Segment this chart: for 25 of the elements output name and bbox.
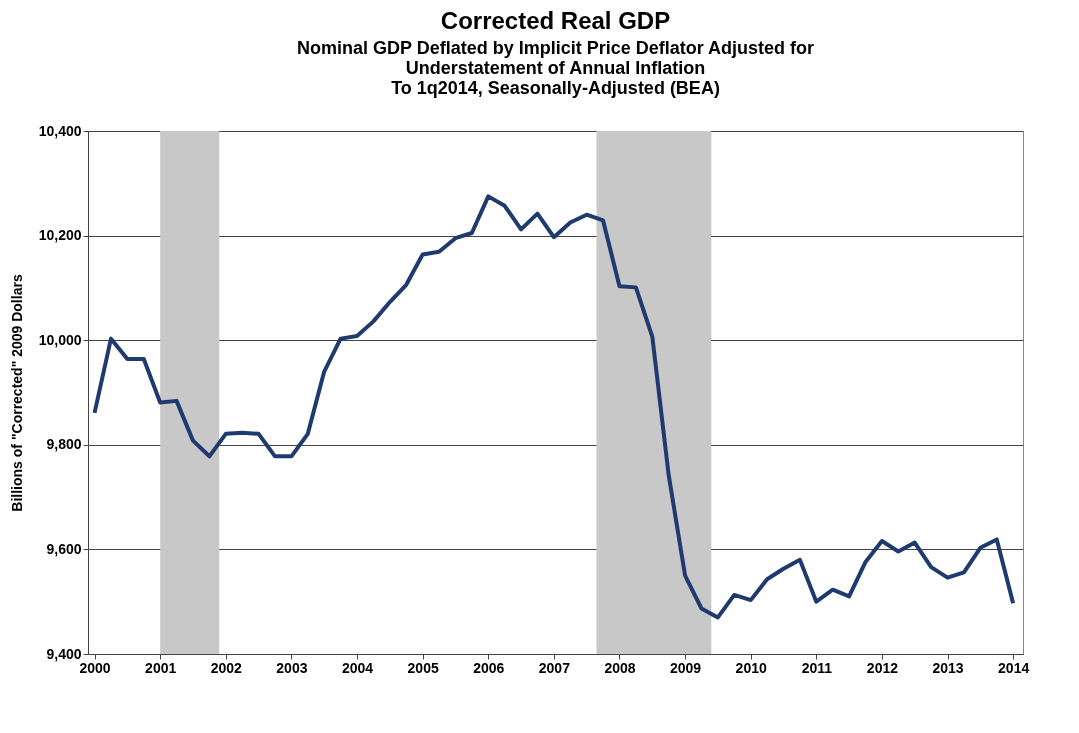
line-series bbox=[92, 194, 1016, 620]
x-tick-label: 2013 bbox=[932, 659, 964, 676]
y-tick-label: 9,400 bbox=[46, 645, 82, 662]
y-tick-label: 10,400 bbox=[38, 122, 82, 139]
x-tick-label: 2002 bbox=[210, 659, 243, 676]
x-tick-label: 2005 bbox=[407, 659, 439, 676]
x-tick-label: 2000 bbox=[79, 659, 111, 676]
x-tick-label: 2010 bbox=[735, 659, 767, 676]
chart-title: Corrected Real GDP bbox=[440, 7, 671, 34]
x-tick-label: 2007 bbox=[538, 659, 571, 676]
y-axis-title: Billions of "Corrected" 2009 Dollars bbox=[8, 274, 25, 512]
y-tick-label: 10,000 bbox=[38, 331, 82, 348]
x-tick-label: 2009 bbox=[670, 659, 702, 676]
x-tick-label: 2003 bbox=[276, 659, 308, 676]
y-tick-label: 9,800 bbox=[46, 436, 82, 453]
y-tick-label: 9,600 bbox=[46, 540, 82, 557]
x-tick-label: 2004 bbox=[341, 659, 374, 676]
x-tick-label: 2014 bbox=[998, 659, 1030, 676]
y-tick-label: 10,200 bbox=[38, 227, 82, 244]
x-tick-label: 2011 bbox=[801, 659, 833, 676]
x-tick-label: 2012 bbox=[866, 659, 899, 676]
chart-subtitle: Nominal GDP Deflated by Implicit Price Deflator Adjusted for Understatement of Annual Inflation To 1q2014, Seasonally-Adjusted (BEA) bbox=[296, 38, 815, 98]
x-tick-label: 2001 bbox=[145, 659, 177, 676]
x-tick-label: 2006 bbox=[473, 659, 505, 676]
x-tick-label: 2008 bbox=[604, 659, 636, 676]
